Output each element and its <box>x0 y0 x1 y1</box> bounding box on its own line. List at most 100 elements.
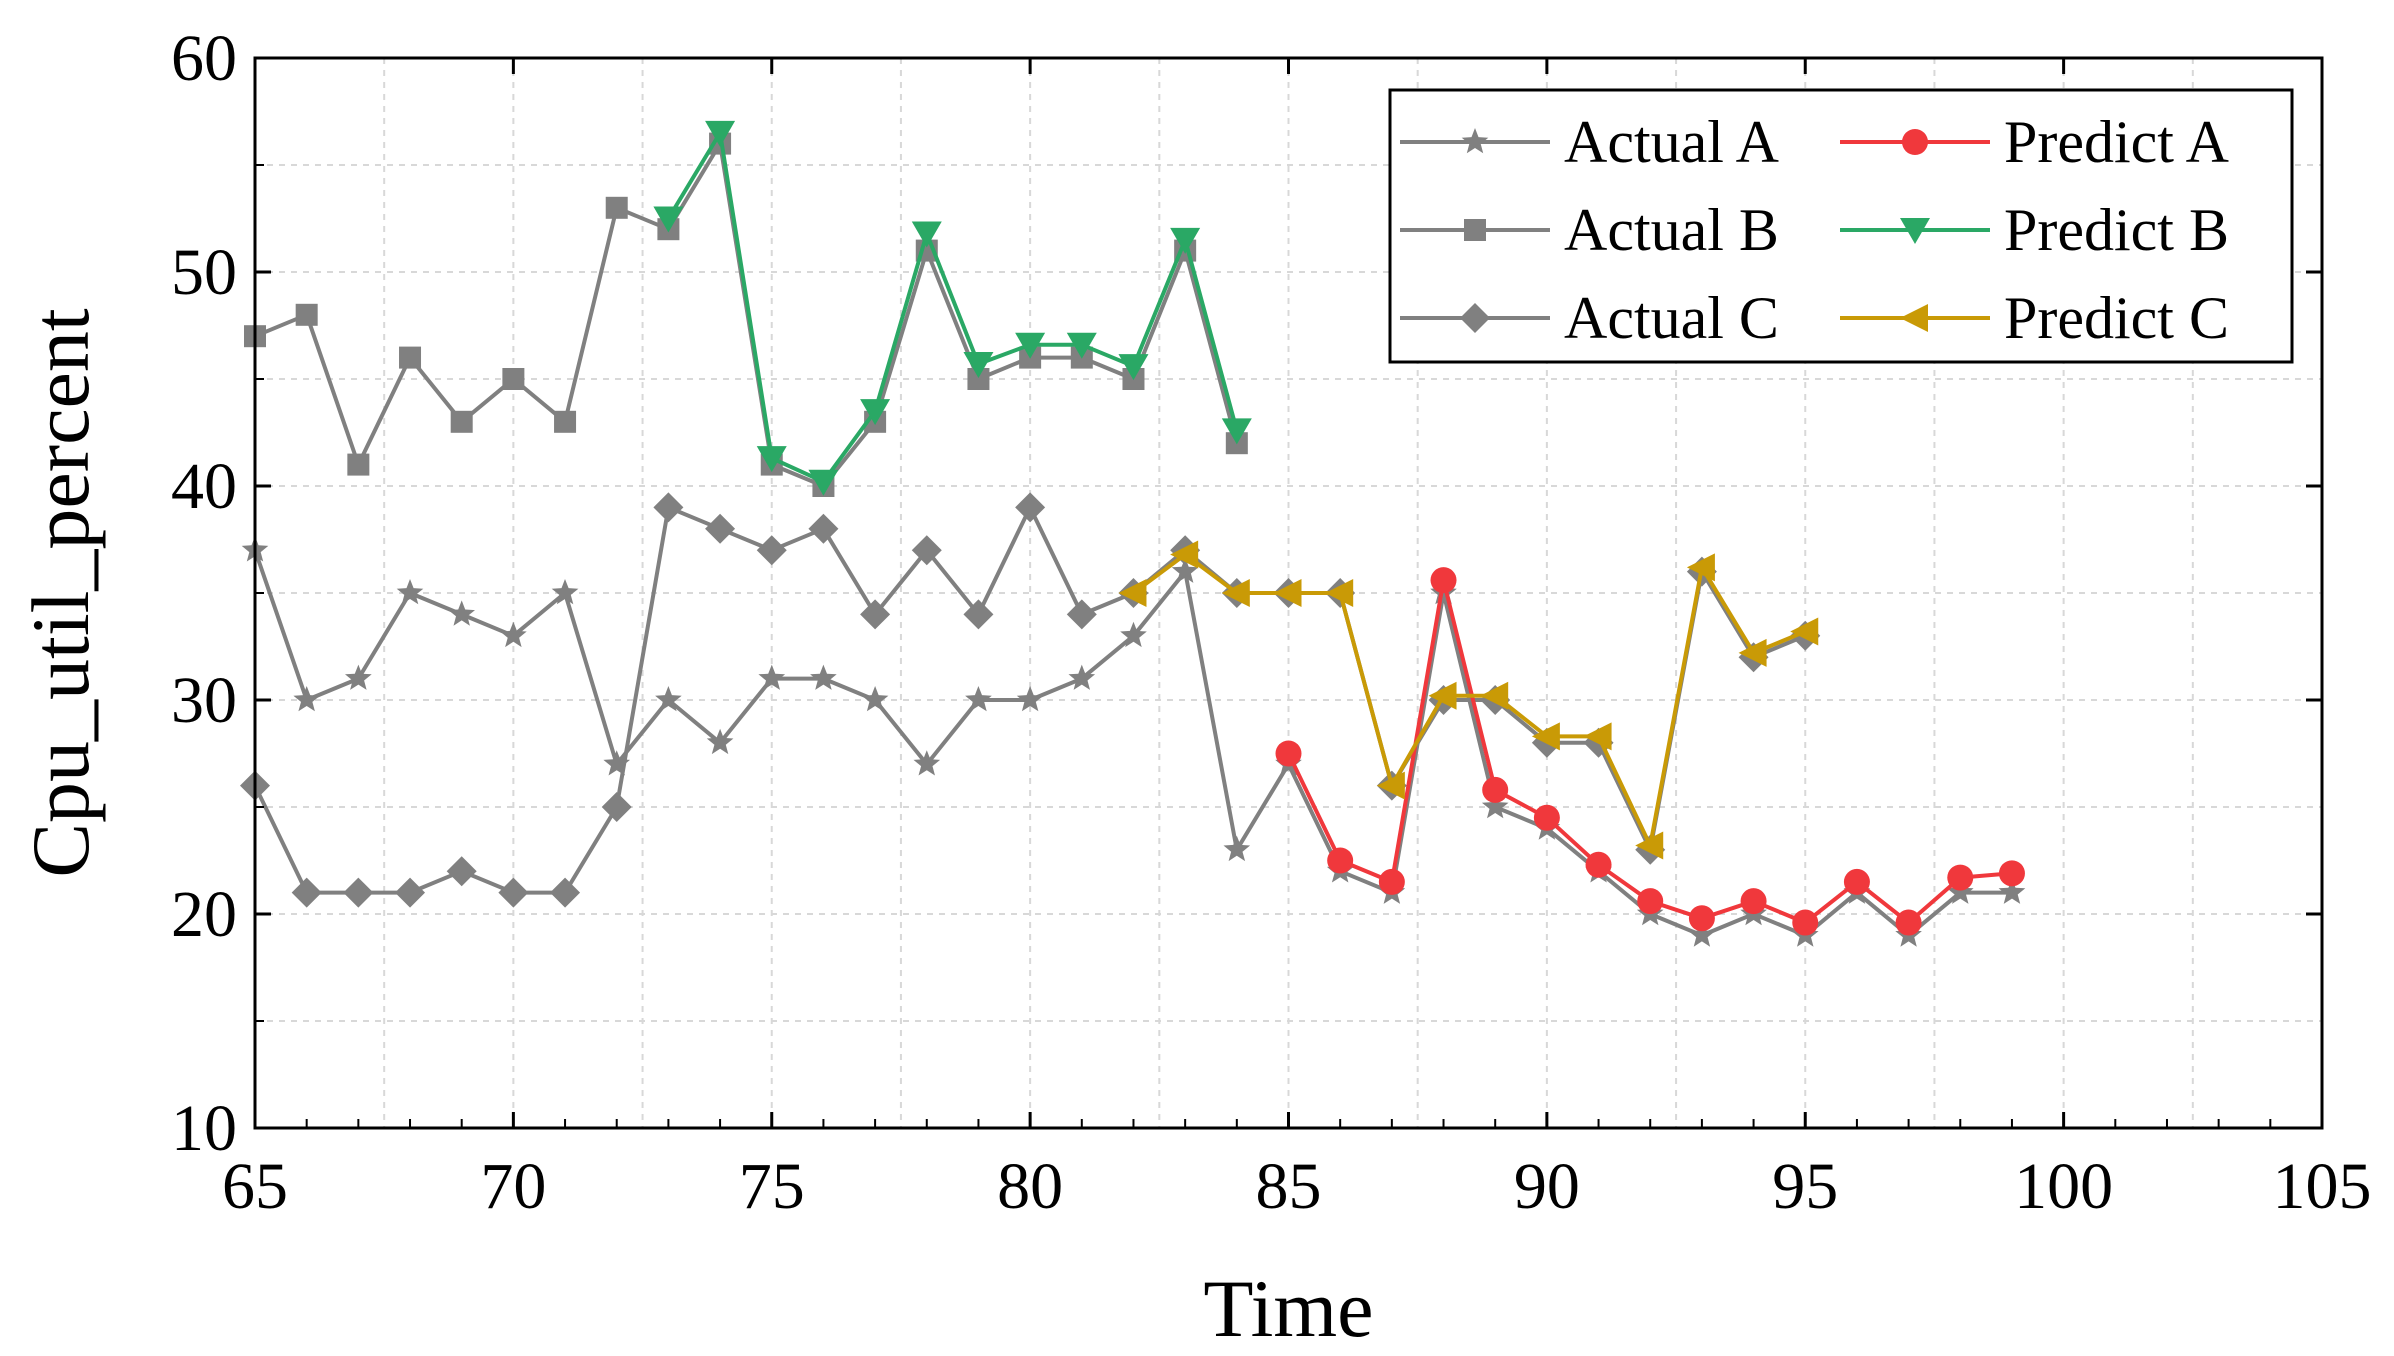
actual-a-point <box>1120 621 1147 648</box>
actual-b-point <box>450 410 473 433</box>
predict-c-point <box>1686 553 1715 582</box>
predict-c-point <box>1480 681 1509 710</box>
actual-c-point <box>1066 599 1097 630</box>
actual-c-point <box>395 877 426 908</box>
legend-label: Predict B <box>2004 197 2229 263</box>
predict-c-point <box>1170 540 1199 569</box>
predict-a-point <box>1430 567 1457 594</box>
predict-b-point <box>1221 418 1252 445</box>
legend-label: Predict A <box>2004 109 2229 175</box>
predict-b-point <box>808 469 839 496</box>
predict-b-point <box>911 221 942 248</box>
predict-a-point <box>1688 905 1715 932</box>
actual-b-point <box>554 410 577 433</box>
x-tick-label: 70 <box>480 1150 546 1223</box>
legend-marker <box>1460 303 1490 333</box>
actual-a-point <box>1016 686 1044 712</box>
predict-b-point <box>1066 332 1097 359</box>
x-tick-label: 105 <box>2273 1150 2372 1223</box>
predict-c-point <box>1221 579 1250 607</box>
actual-c-point <box>911 535 942 566</box>
legend-marker <box>1900 218 1930 244</box>
legend-marker <box>1464 219 1486 241</box>
predict-b-point <box>1015 332 1046 359</box>
actual-c-point <box>756 535 787 566</box>
actual-c-point <box>446 856 477 887</box>
actual-c-point <box>601 792 632 822</box>
x-tick-label: 65 <box>222 1150 288 1223</box>
legend-label: Actual A <box>1564 109 1779 175</box>
actual-b-point <box>347 453 370 476</box>
actual-a-point <box>345 664 372 690</box>
legend-item-predict-b: Predict B <box>1840 197 2229 263</box>
predict-b-point <box>705 120 736 147</box>
actual-c-point <box>808 513 839 544</box>
actual-a-point <box>1481 793 1509 819</box>
predict-c-point <box>1531 722 1560 751</box>
predict-a-point <box>1533 804 1560 831</box>
predict-a-point <box>1947 864 1974 891</box>
actual-a-point <box>861 686 889 712</box>
predict-a-point <box>1637 888 1664 915</box>
predict-b-point <box>653 206 684 233</box>
actual-b-point <box>295 303 318 326</box>
y-tick-label: 30 <box>171 664 237 737</box>
legend-item-actual-a: Actual A <box>1400 109 1779 175</box>
predict-a-point <box>1998 860 2025 887</box>
series-predict-a <box>1275 567 2025 936</box>
x-tick-label: 100 <box>2014 1150 2113 1223</box>
predict-a-point <box>1327 847 1354 874</box>
x-tick-label: 90 <box>1514 1150 1580 1223</box>
predict-a-point <box>1792 909 1819 936</box>
predict-b-point <box>1118 354 1149 381</box>
x-tick-label: 75 <box>739 1150 805 1223</box>
y-tick-label: 50 <box>171 236 237 309</box>
legend-marker <box>1900 304 1928 332</box>
actual-a-point <box>603 750 630 776</box>
legend-marker <box>1902 129 1928 155</box>
actual-c-point <box>860 599 891 630</box>
actual-a-point <box>965 686 992 712</box>
series-group <box>240 120 2026 947</box>
tick-labels: 65 70 75 80 85 90 95 100 105 10 20 30 40 50 60 <box>171 22 2372 1223</box>
actual-a-point <box>810 664 837 690</box>
predict-c-point <box>1790 617 1819 646</box>
series-predict-c <box>1118 540 1819 860</box>
legend-marker <box>1461 128 1489 154</box>
predict-a-point <box>1895 909 1922 936</box>
actual-c-point <box>291 877 322 908</box>
actual-a-point <box>706 728 734 755</box>
predict-a-point <box>1843 868 1870 895</box>
predict-b-point <box>756 446 787 473</box>
y-tick-label: 10 <box>171 1092 237 1165</box>
predict-a-point <box>1482 776 1509 803</box>
predict-c-point <box>1583 722 1612 751</box>
predict-c-point <box>1635 831 1664 860</box>
actual-c-point <box>550 877 581 908</box>
predict-b-point <box>963 352 994 379</box>
actual-a-point <box>551 579 579 605</box>
actual-b-point <box>605 196 628 219</box>
series-predict-b <box>653 120 1252 496</box>
predict-b-point <box>1170 227 1201 254</box>
actual-a-point <box>1998 878 2026 904</box>
legend: Actual A Actual B Actual C Predict A Predict… <box>1388 88 2294 364</box>
y-tick-label: 60 <box>171 22 237 95</box>
actual-c-point <box>1015 492 1046 523</box>
actual-b-point <box>967 368 990 390</box>
predict-c-point <box>1738 638 1767 667</box>
predict-a-point <box>1275 740 1302 767</box>
actual-c-point <box>705 513 736 544</box>
actual-a-point <box>1947 878 1974 904</box>
predict-a-point <box>1378 868 1405 895</box>
legend-label: Actual C <box>1564 285 1779 351</box>
actual-c-point <box>653 492 684 523</box>
actual-a-point <box>1688 921 1716 947</box>
actual-c-point <box>343 877 374 908</box>
predict-c-point <box>1376 771 1405 800</box>
actual-b-point <box>399 346 422 369</box>
predict-b-line <box>666 130 1239 484</box>
predict-a-point <box>1585 851 1612 878</box>
legend-label: Predict C <box>2004 285 2229 351</box>
